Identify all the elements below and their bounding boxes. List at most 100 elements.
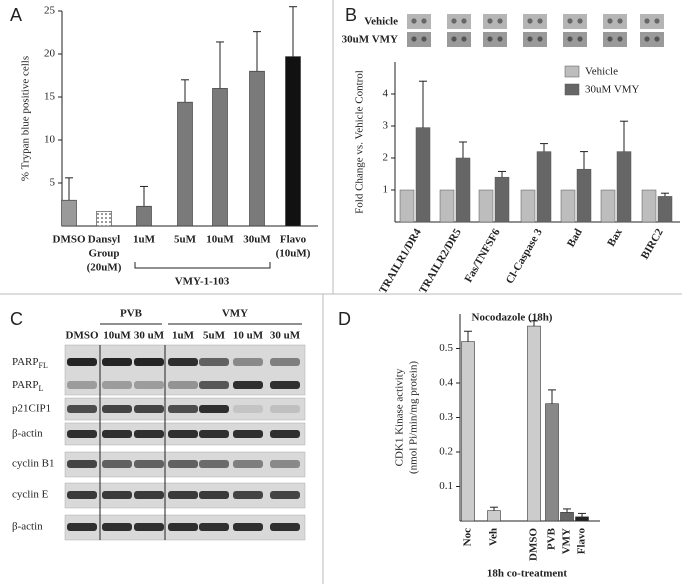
bar (212, 88, 228, 227)
blot-band (168, 358, 198, 366)
blot-band (270, 405, 300, 413)
blot-band (233, 430, 263, 438)
dot-spot (527, 36, 533, 42)
dot-spot (654, 36, 660, 42)
blot-band (199, 358, 229, 366)
bar (641, 189, 657, 223)
bar (249, 70, 265, 227)
bar (96, 211, 112, 227)
blot-band (102, 491, 132, 499)
x-tick-label: 1uM (133, 234, 156, 246)
legend-swatch (564, 83, 580, 96)
dot-spot (654, 18, 660, 24)
bar (616, 151, 632, 223)
blot-band (233, 460, 263, 468)
blot-band (134, 358, 164, 366)
x-tick-label: DMSO (53, 234, 86, 246)
blot-band (168, 523, 198, 531)
group-label: VMY-1-103 (175, 276, 230, 288)
bar (61, 199, 77, 227)
group-bracket (134, 262, 271, 269)
bar (439, 189, 455, 223)
legend-label: Vehicle (585, 66, 618, 78)
row-label: β-actin (12, 521, 43, 533)
dot-spot (537, 36, 543, 42)
bar (560, 512, 574, 522)
x-tick-label: TRAILR1/DR4 (377, 226, 424, 295)
y-tick-label: 5 (50, 177, 56, 189)
error-bar (289, 6, 297, 57)
bar (455, 157, 471, 223)
dot-spot (617, 36, 623, 42)
blot-band (168, 460, 198, 468)
error-bar (216, 41, 224, 89)
dot-spot (461, 18, 467, 24)
blot-band (67, 405, 97, 413)
blot-band (199, 491, 229, 499)
blot-band (199, 523, 229, 531)
x-tick-label: Veh (488, 528, 500, 546)
chart-title: Nocodazole (18h) (472, 312, 553, 324)
blot-band (199, 405, 229, 413)
group-label: VMY (222, 308, 248, 320)
dot-spot (411, 36, 417, 42)
x-tick-label: 5uM (174, 234, 197, 246)
dot-blot (603, 14, 627, 29)
lane-label: 10uM (103, 330, 131, 342)
dot-blot (563, 14, 587, 29)
error-bar (490, 506, 498, 511)
dot-blot (603, 32, 627, 47)
dot-spot (451, 36, 457, 42)
dot-blot (563, 32, 587, 47)
error-bar (548, 389, 556, 404)
row-label: PARPL (12, 379, 44, 393)
error-bar (140, 185, 148, 207)
blot-band (233, 405, 263, 413)
group-label: PVB (120, 308, 143, 320)
x-tick-label: Flavo (576, 528, 588, 555)
row-label: PARPFL (12, 356, 48, 370)
blot-band (134, 405, 164, 413)
bar (478, 189, 494, 223)
blot-band (199, 381, 229, 389)
blot-band (168, 405, 198, 413)
dot-spot (607, 18, 613, 24)
dot-spot (644, 18, 650, 24)
dot-blot (407, 32, 431, 47)
lane-label: 10 uM (233, 330, 264, 342)
blot-band (102, 405, 132, 413)
bar (399, 189, 415, 223)
error-bar (419, 80, 427, 128)
blot-band (168, 491, 198, 499)
x-tick-label: DMSO (528, 528, 540, 561)
x-tick-label: (10uM) (276, 248, 311, 260)
blot-band (134, 430, 164, 438)
bar (136, 205, 152, 227)
dot-blot (483, 32, 507, 47)
blot-label: Vehicle (364, 16, 398, 28)
bar (600, 189, 616, 223)
row-label-text: PARP (12, 379, 39, 391)
blot-band (168, 430, 198, 438)
error-bar (540, 143, 548, 152)
bar (494, 176, 510, 223)
dot-blot (447, 32, 471, 47)
dot-blot (523, 14, 547, 29)
blot-band (102, 523, 132, 531)
y-tick-label: 10 (44, 134, 56, 146)
legend-label: 30uM VMY (585, 84, 640, 96)
lane-label: 30 uM (134, 330, 165, 342)
dot-spot (421, 36, 427, 42)
blot-band (67, 358, 97, 366)
dot-spot (607, 36, 613, 42)
y-tick-label: 20 (44, 48, 56, 60)
blot-band (233, 491, 263, 499)
blot-band (134, 491, 164, 499)
error-bar (459, 141, 467, 158)
x-tick-label: Dansyl (88, 234, 120, 246)
dot-spot (487, 18, 493, 24)
dot-spot (487, 36, 493, 42)
blot-band (102, 358, 132, 366)
bar (560, 189, 576, 223)
x-tick-label: Noc (462, 528, 474, 546)
